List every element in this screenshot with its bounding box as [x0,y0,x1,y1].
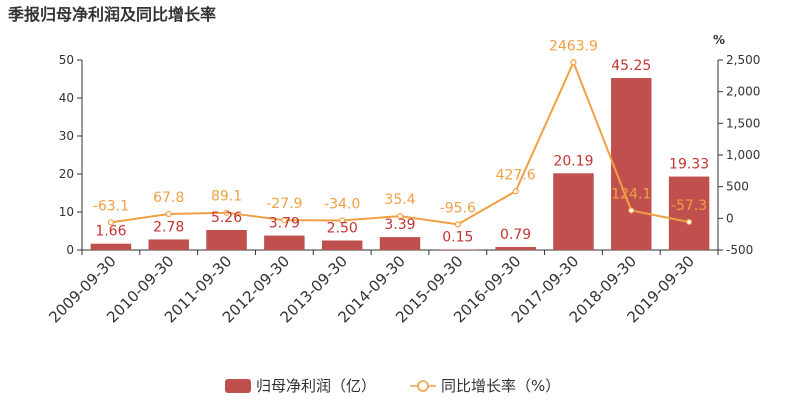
bar[interactable] [90,243,132,250]
line-series [107,59,693,228]
legend-line-marker[interactable] [417,380,429,392]
data-labels: 1.66 2.78 5.26 3.79 2.50 3.39 0.15 0.79 20.19 45.… [93,38,709,245]
bar[interactable] [264,235,305,250]
left-tick-label: 50 [59,53,74,67]
left-tick-label: 10 [59,205,74,219]
right-tick-label: 1,000 [726,148,760,162]
legend-line-label[interactable]: 同比增长率（%） [441,377,560,395]
right-tick-label: 500 [726,180,749,194]
legend[interactable]: 归母净利润（亿） 同比增长率（%） [225,377,560,395]
bar-value-label: 0.15 [442,229,473,245]
right-tick-label: 2,000 [726,85,760,99]
bar-value-label: 2.78 [153,219,184,235]
bar[interactable] [668,176,710,250]
bar[interactable] [437,249,479,250]
bar-value-label: 5.26 [211,210,242,226]
legend-bar-label[interactable]: 归母净利润（亿） [256,377,376,395]
line-point[interactable] [512,188,519,195]
right-axis-unit: % [713,33,725,47]
bar-value-label: 1.66 [95,224,126,240]
bar[interactable] [553,173,594,250]
bar[interactable] [321,240,363,251]
line-value-label: -27.9 [266,196,302,212]
line-value-label: 35.4 [384,192,415,208]
bar[interactable] [206,230,247,250]
line-point[interactable] [628,207,635,214]
right-tick-label: 2,500 [726,53,760,67]
left-tick-label: 0 [66,243,74,257]
line-value-label: -34.0 [324,196,360,212]
bar[interactable] [611,78,652,250]
bar-series [90,78,710,251]
bar[interactable] [148,239,189,250]
bar-value-label: 20.19 [553,153,593,169]
line-value-label: -63.1 [93,198,129,214]
line-value-label: 2463.9 [549,38,598,54]
line-point[interactable] [685,218,693,226]
bar-value-label: 3.79 [269,216,300,232]
line-point[interactable] [281,217,288,224]
line-point[interactable] [107,219,115,226]
bar-value-label: 45.25 [611,58,651,74]
bar-value-label: 19.33 [669,157,709,173]
line-point[interactable] [165,210,172,218]
line-value-label: 89.1 [211,189,242,205]
line-value-label: 67.8 [153,190,184,206]
bar[interactable] [379,237,421,250]
bar-value-label: 2.50 [327,221,358,237]
legend-bar-swatch[interactable] [225,379,251,393]
left-tick-label: 20 [59,167,74,181]
bar[interactable] [495,246,536,250]
chart-title: 季报归母净利润及同比增长率 [7,5,216,24]
right-tick-label: 1,500 [726,116,760,130]
line-value-label: -95.6 [440,200,476,216]
line-value-label: 124.1 [611,186,651,202]
line-point[interactable] [223,209,230,216]
bar-value-label: 3.39 [384,217,415,233]
line-point[interactable] [396,212,404,220]
line-point[interactable] [570,59,577,66]
line-value-label: -57.3 [671,198,707,214]
left-tick-label: 40 [59,91,74,105]
line-point[interactable] [339,217,346,224]
line-value-label: 427.6 [496,167,536,183]
left-tick-label: 30 [59,129,74,143]
right-tick-label: -500 [726,243,753,257]
bar-value-label: 0.79 [500,227,531,243]
line-point[interactable] [454,221,461,228]
right-tick-label: 0 [726,211,734,225]
